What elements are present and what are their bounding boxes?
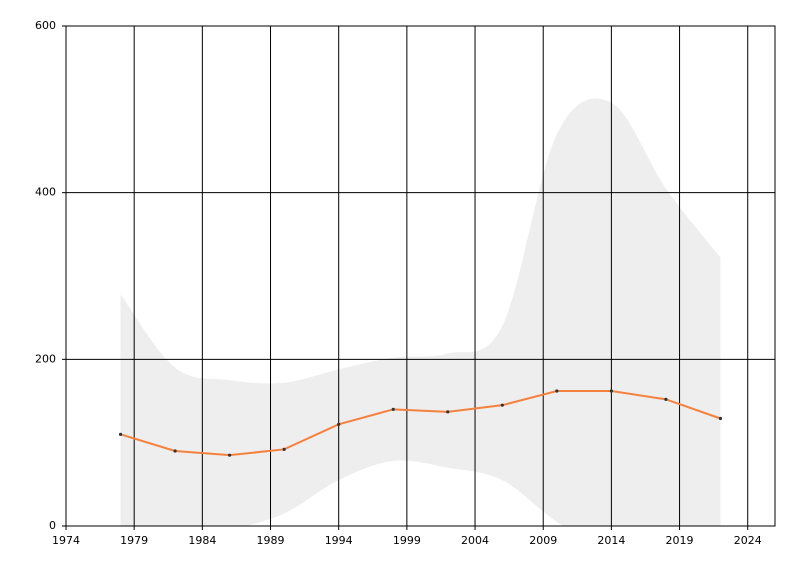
x-tick-label: 2009 (529, 534, 557, 547)
data-point (555, 389, 559, 393)
y-tick-label: 200 (35, 352, 56, 365)
data-point (391, 407, 395, 411)
data-point (664, 397, 668, 401)
plot-frame (65, 25, 776, 527)
x-tick-label: 2024 (734, 534, 762, 547)
data-point (337, 422, 341, 426)
data-point (500, 403, 504, 407)
data-point (173, 449, 177, 453)
x-tick-label: 1984 (188, 534, 216, 547)
band-layer (120, 98, 721, 526)
y-tick-label: 400 (35, 186, 56, 199)
x-tick-label: 1999 (393, 534, 421, 547)
data-point (609, 389, 613, 393)
x-tick-label: 2004 (461, 534, 489, 547)
x-tick-label: 1979 (120, 534, 148, 547)
x-tick-label: 1994 (325, 534, 353, 547)
data-point (282, 447, 286, 451)
y-tick-label: 0 (49, 519, 56, 532)
data-point (446, 410, 450, 414)
line-layer (118, 389, 723, 457)
data-point (118, 432, 123, 436)
y-tick-label: 600 (35, 19, 56, 32)
data-line (120, 390, 721, 457)
x-tick-label: 2014 (597, 534, 625, 547)
x-tick-label: 2019 (666, 534, 694, 547)
confidence-band (120, 98, 721, 526)
data-point (228, 453, 232, 457)
data-point (718, 416, 723, 421)
x-tick-label: 1974 (52, 534, 80, 547)
x-tick-label: 1989 (257, 534, 285, 547)
